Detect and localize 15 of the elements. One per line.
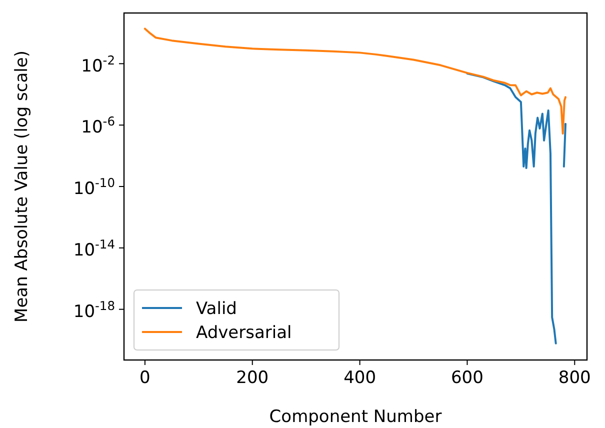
x-tick-label: 200: [236, 368, 269, 388]
y-axis-title: Mean Absolute Value (log scale): [12, 50, 32, 322]
legend-label: Adversarial: [196, 322, 292, 343]
x-axis-title: Component Number: [269, 407, 442, 427]
x-tick-label: 0: [140, 368, 150, 388]
y-tick-label: 10$^{-6}$: [81, 114, 116, 138]
line-series: [144, 28, 567, 135]
x-tick-label: 400: [344, 368, 376, 388]
x-tick-label: 600: [450, 368, 484, 388]
y-tick-label: 10$^{-18}$: [73, 298, 115, 322]
y-tick-label: 10$^{-10}$: [73, 176, 115, 200]
legend-label: Valid: [196, 298, 237, 319]
y-tick-label: 10$^{-14}$: [73, 238, 116, 261]
x-tick-label: 800: [558, 368, 591, 388]
y-tick-label: 10$^{-2}$: [81, 53, 115, 76]
